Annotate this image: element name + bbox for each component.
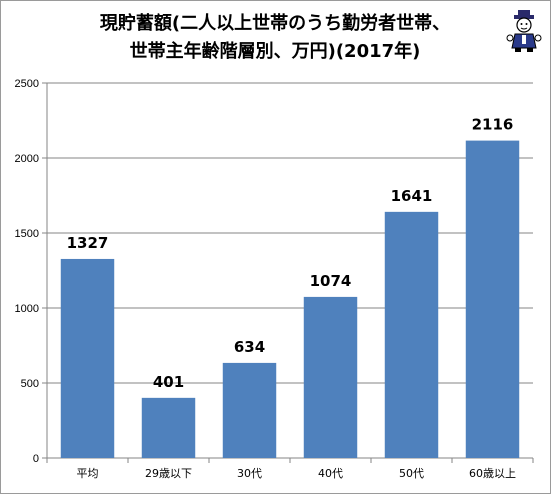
bar xyxy=(303,296,358,458)
category-label: 50代 xyxy=(399,467,424,480)
category-labels: 平均 29歳以下 30代 40代 50代 60歳以上 xyxy=(77,467,517,480)
category-label: 40代 xyxy=(318,467,343,480)
data-label: 1074 xyxy=(310,272,352,290)
axes xyxy=(42,82,534,463)
y-tick-label: 2000 xyxy=(15,153,39,165)
bars xyxy=(60,140,520,458)
chart-title: 現貯蓄額(二人以上世帯のうち勤労者世帯、 世帯主年齢階層別、万円)(2017年) xyxy=(99,13,451,62)
y-tick-label: 1500 xyxy=(15,228,39,240)
category-label: 平均 xyxy=(77,467,99,480)
mascot-character-icon xyxy=(506,10,542,52)
y-tick-label: 1000 xyxy=(15,303,39,315)
y-tick-labels: 0 500 1000 1500 2000 2500 xyxy=(15,78,39,465)
data-label: 401 xyxy=(153,373,184,391)
data-label: 2116 xyxy=(472,116,514,134)
data-label: 634 xyxy=(234,338,265,356)
category-label: 30代 xyxy=(237,467,262,480)
bar xyxy=(141,397,196,458)
category-label: 29歳以下 xyxy=(145,467,192,480)
category-label: 60歳以上 xyxy=(469,467,516,480)
y-tick-label: 0 xyxy=(33,453,39,465)
y-tick-label: 500 xyxy=(21,378,39,390)
bar xyxy=(384,211,439,458)
bar xyxy=(222,362,277,458)
bar xyxy=(60,258,115,458)
y-tick-label: 2500 xyxy=(15,78,39,90)
bar xyxy=(465,140,520,458)
gridlines xyxy=(47,82,533,384)
data-label: 1641 xyxy=(391,187,433,205)
data-label: 1327 xyxy=(67,234,109,252)
data-labels: 1327 401 634 1074 1641 2116 xyxy=(67,116,514,391)
